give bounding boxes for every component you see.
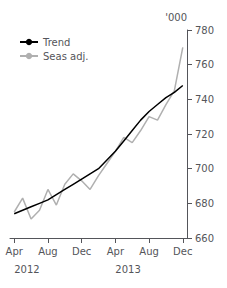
svg-text:Aug: Aug — [139, 246, 159, 257]
svg-text:760: 760 — [195, 59, 214, 70]
svg-text:680: 680 — [195, 198, 214, 209]
svg-text:700: 700 — [195, 163, 214, 174]
svg-text:Dec: Dec — [173, 246, 192, 257]
svg-text:2012: 2012 — [14, 264, 39, 275]
svg-text:660: 660 — [195, 233, 214, 244]
svg-text:Dec: Dec — [72, 246, 91, 257]
svg-text:Seas adj.: Seas adj. — [43, 51, 88, 62]
svg-text:'000: '000 — [165, 12, 187, 23]
svg-text:Aug: Aug — [38, 246, 58, 257]
svg-text:Trend: Trend — [42, 37, 70, 48]
svg-text:Apr: Apr — [107, 246, 125, 257]
svg-text:2013: 2013 — [115, 264, 140, 275]
svg-text:720: 720 — [195, 129, 214, 140]
svg-text:780: 780 — [195, 25, 214, 36]
svg-text:Apr: Apr — [6, 246, 24, 257]
svg-text:740: 740 — [195, 94, 214, 105]
